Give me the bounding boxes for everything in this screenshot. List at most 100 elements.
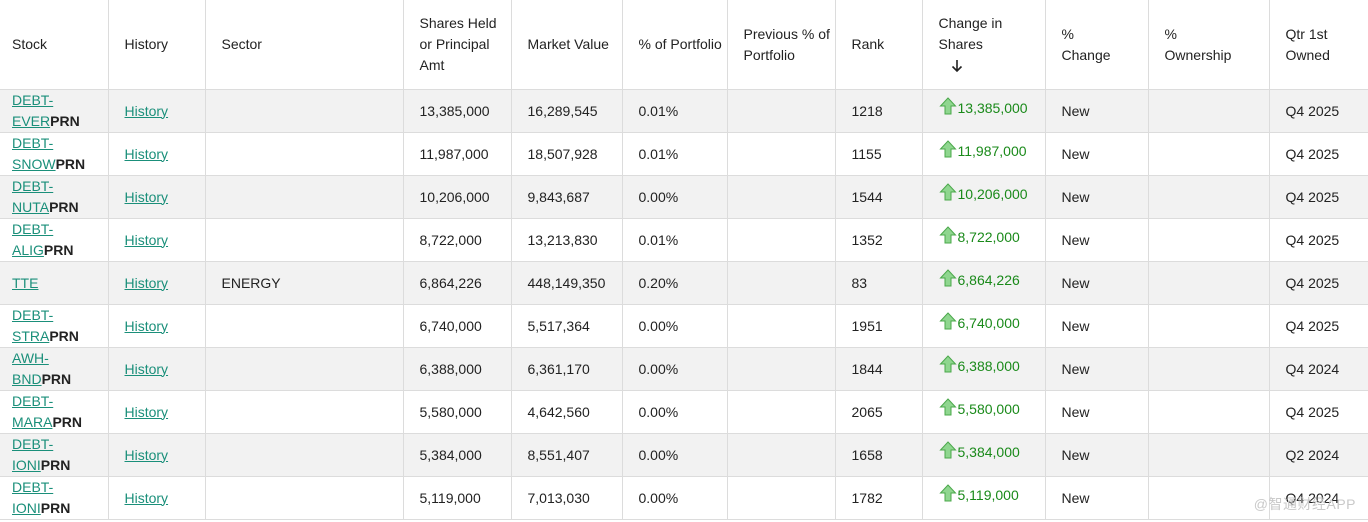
qtr-first-cell: Q4 2025	[1269, 89, 1368, 133]
history-link[interactable]: History	[124, 102, 169, 119]
sector-cell	[205, 476, 404, 520]
col-change-shares[interactable]: Change in Shares	[922, 0, 1046, 90]
market-value-cell: 18,507,928	[511, 132, 623, 176]
stock-link[interactable]: DEBT- IONI	[12, 479, 54, 516]
stock-cell: DEBT- STRAPRN	[0, 304, 109, 348]
market-value-cell: 6,361,170	[511, 347, 623, 391]
table-row: DEBT- NUTAPRN History 10,206,000 9,843,687 0.…	[0, 175, 1368, 219]
history-link[interactable]: History	[124, 145, 169, 162]
stock-link[interactable]: DEBT- MARA	[12, 393, 54, 430]
prev-pct-cell	[727, 390, 836, 434]
rank-cell: 1782	[835, 476, 923, 520]
history-link[interactable]: History	[124, 274, 169, 291]
stock-cell: DEBT- NUTAPRN	[0, 175, 109, 219]
table-row: DEBT- EVERPRN History 13,385,000 16,289,545 0…	[0, 89, 1368, 133]
sector-cell	[205, 89, 404, 133]
col-market-value[interactable]: Market Value	[511, 0, 623, 90]
history-cell: History	[108, 218, 206, 262]
shares-cell: 8,722,000	[403, 218, 512, 262]
history-link[interactable]: History	[124, 317, 169, 334]
pct-change-cell: New	[1045, 476, 1149, 520]
stock-cell: DEBT- EVERPRN	[0, 89, 109, 133]
change-shares-cell: 13,385,000	[922, 89, 1046, 133]
stock-link[interactable]: DEBT- SNOW	[12, 135, 56, 172]
prn-label: PRN	[49, 328, 79, 344]
ownership-cell	[1148, 175, 1270, 219]
stock-link[interactable]: TTE	[12, 274, 39, 291]
col-qtr-first-owned[interactable]: Qtr 1st Owned	[1269, 0, 1368, 90]
ownership-cell	[1148, 347, 1270, 391]
change-shares-cell: 8,722,000	[922, 218, 1046, 262]
up-arrow-icon	[938, 226, 957, 244]
stock-link[interactable]: DEBT- IONI	[12, 436, 54, 473]
col-prev-pct-portfolio[interactable]: Previous % of Portfolio	[727, 0, 836, 90]
shares-cell: 10,206,000	[403, 175, 512, 219]
table-row: DEBT- SNOWPRN History 11,987,000 18,507,928 0…	[0, 132, 1368, 176]
sector-cell	[205, 218, 404, 262]
sector-cell	[205, 175, 404, 219]
stock-link[interactable]: DEBT- ALIG	[12, 221, 54, 258]
prev-pct-cell	[727, 175, 836, 219]
shares-cell: 11,987,000	[403, 132, 512, 176]
history-cell: History	[108, 89, 206, 133]
market-value-cell: 5,517,364	[511, 304, 623, 348]
pct-portfolio-cell: 0.01%	[622, 218, 728, 262]
stock-link[interactable]: DEBT- NUTA	[12, 178, 54, 215]
change-value: 6,864,226	[957, 272, 1020, 289]
market-value-cell: 4,642,560	[511, 390, 623, 434]
change-value: 10,206,000	[957, 186, 1028, 203]
stock-cell: DEBT- IONIPRN	[0, 433, 109, 477]
history-link[interactable]: History	[124, 188, 169, 205]
col-pct-ownership[interactable]: % Ownership	[1148, 0, 1270, 90]
history-link[interactable]: History	[124, 360, 169, 377]
rank-cell: 1352	[835, 218, 923, 262]
sector-cell: ENERGY	[205, 261, 404, 305]
shares-cell: 13,385,000	[403, 89, 512, 133]
shares-cell: 5,119,000	[403, 476, 512, 520]
prn-label: PRN	[40, 457, 71, 473]
ownership-cell	[1148, 390, 1270, 434]
history-link[interactable]: History	[124, 489, 169, 506]
history-cell: History	[108, 476, 206, 520]
col-history[interactable]: History	[108, 0, 206, 90]
table-row: DEBT- ALIGPRN History 8,722,000 13,213,830 0.…	[0, 218, 1368, 262]
col-pct-change[interactable]: % Change	[1045, 0, 1149, 90]
prev-pct-cell	[727, 347, 836, 391]
shares-cell: 6,388,000	[403, 347, 512, 391]
rank-cell: 1658	[835, 433, 923, 477]
history-link[interactable]: History	[124, 231, 169, 248]
qtr-first-cell: Q4 2024	[1269, 476, 1368, 520]
sector-cell	[205, 347, 404, 391]
col-rank[interactable]: Rank	[835, 0, 923, 90]
col-stock[interactable]: Stock	[0, 0, 109, 90]
up-arrow-icon	[938, 140, 957, 158]
change-shares-cell: 6,740,000	[922, 304, 1046, 348]
col-shares[interactable]: Shares Held or Principal Amt	[403, 0, 512, 90]
ownership-cell	[1148, 89, 1270, 133]
sector-cell	[205, 390, 404, 434]
change-value: 5,119,000	[957, 487, 1019, 504]
header-row: Stock History Sector Shares Held or Prin…	[0, 0, 1368, 90]
pct-portfolio-cell: 0.01%	[622, 132, 728, 176]
pct-portfolio-cell: 0.00%	[622, 304, 728, 348]
prev-pct-cell	[727, 132, 836, 176]
history-link[interactable]: History	[124, 446, 169, 463]
change-shares-cell: 6,864,226	[922, 261, 1046, 305]
col-sector[interactable]: Sector	[205, 0, 404, 90]
stock-link[interactable]: DEBT- EVER	[12, 92, 54, 129]
pct-change-cell: New	[1045, 218, 1149, 262]
qtr-first-cell: Q4 2024	[1269, 347, 1368, 391]
rank-cell: 2065	[835, 390, 923, 434]
stock-cell: DEBT- SNOWPRN	[0, 132, 109, 176]
col-pct-portfolio[interactable]: % of Portfolio	[622, 0, 728, 90]
pct-change-cell: New	[1045, 304, 1149, 348]
arrow-down-icon[interactable]	[951, 59, 963, 73]
pct-portfolio-cell: 0.00%	[622, 433, 728, 477]
rank-cell: 1544	[835, 175, 923, 219]
qtr-first-cell: Q4 2025	[1269, 132, 1368, 176]
prn-label: PRN	[52, 414, 83, 430]
history-link[interactable]: History	[124, 403, 169, 420]
pct-portfolio-cell: 0.20%	[622, 261, 728, 305]
stock-link[interactable]: DEBT- STRA	[12, 307, 54, 344]
stock-link[interactable]: AWH- BND	[12, 350, 49, 387]
